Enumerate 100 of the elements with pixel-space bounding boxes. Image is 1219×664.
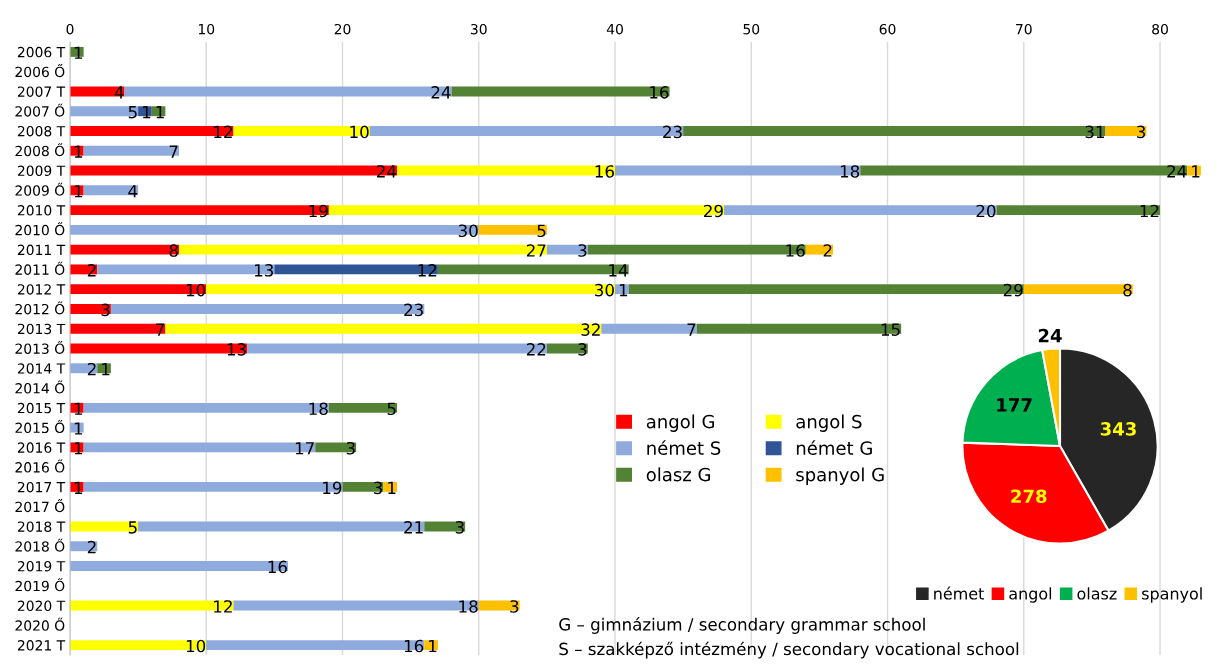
annotation: G – gimnázium / secondary grammar school	[559, 617, 925, 634]
data-label: 1	[156, 106, 164, 119]
data-label: 21	[404, 521, 423, 534]
bar	[587, 244, 806, 255]
x-tick-label: 20	[334, 23, 351, 35]
data-label: 29	[704, 204, 723, 218]
bar	[274, 264, 438, 275]
data-label: 17	[295, 442, 314, 455]
bar	[805, 244, 834, 255]
bar	[70, 284, 207, 295]
data-label: 177	[997, 398, 1032, 412]
data-label: 1	[142, 106, 151, 119]
bar	[83, 145, 179, 156]
data-label: 3	[510, 600, 519, 613]
legend-label: német S	[647, 440, 721, 455]
data-label: 10	[186, 639, 206, 653]
legend-label: spanyol	[1142, 587, 1202, 603]
y-tick-label: 2013 T	[17, 323, 66, 335]
data-label: 16	[404, 639, 424, 653]
legend-label: német G	[796, 440, 872, 455]
bar	[70, 205, 329, 216]
data-label: 23	[404, 303, 423, 317]
bar	[138, 521, 425, 532]
y-tick-label: 2009 Ő	[15, 182, 65, 196]
data-label: 3	[578, 343, 587, 356]
y-tick-label: 2020 T	[17, 600, 66, 612]
data-label: 19	[323, 481, 342, 495]
data-label: 1	[388, 481, 396, 494]
bar	[165, 323, 602, 334]
x-tick-label: 40	[606, 23, 623, 35]
data-label: 5	[387, 402, 396, 416]
bar	[1023, 284, 1133, 295]
y-tick-label: 2012 T	[17, 284, 66, 295]
y-tick-label: 2014 Ő	[15, 380, 65, 394]
x-tick-label: 80	[1152, 23, 1168, 35]
x-tick-label: 30	[470, 23, 487, 35]
bar	[70, 600, 234, 611]
data-label: 16	[268, 560, 287, 574]
bar	[70, 86, 125, 97]
bar	[996, 205, 1161, 216]
y-tick-label: 2013 Ő	[15, 340, 65, 354]
data-label: 1	[74, 442, 83, 455]
data-label: 5	[128, 106, 137, 119]
data-label: 24	[377, 165, 397, 178]
bar	[70, 106, 139, 117]
y-tick-label: 2014 T	[17, 363, 66, 374]
legend-label: olasz	[1077, 587, 1117, 600]
y-tick-label: 2021 T	[17, 640, 66, 651]
data-label: 3	[101, 303, 110, 317]
data-label: 18	[309, 402, 328, 416]
data-label: 2	[87, 540, 96, 554]
data-label: 10	[186, 283, 206, 297]
annotation: S – szakképző intézmény / secondary vocational school	[559, 641, 1019, 659]
x-tick-label: 50	[743, 23, 760, 35]
y-tick-label: 2009 T	[17, 165, 66, 177]
bar	[70, 244, 179, 255]
data-label: 16	[595, 165, 614, 178]
data-label: 7	[169, 145, 178, 158]
data-label: 24	[1038, 328, 1062, 343]
y-tick-label: 2015 Ő	[15, 420, 65, 434]
bar	[124, 86, 452, 97]
data-label: 16	[650, 86, 669, 99]
y-tick-label: 2011 Ő	[15, 261, 65, 275]
data-label: 10	[350, 125, 369, 139]
y-tick-label: 2016 T	[17, 442, 66, 453]
y-tick-label: 2007 Ő	[15, 103, 65, 117]
y-tick-label: 2006 Ő	[15, 64, 65, 78]
data-label: 3	[374, 481, 383, 495]
data-label: 5	[128, 521, 137, 534]
data-label: 1	[74, 422, 83, 435]
bar	[328, 402, 398, 413]
bar	[628, 284, 1024, 295]
y-tick-label: 2008 Ő	[15, 143, 65, 157]
data-label: 3	[1137, 125, 1146, 139]
bar	[724, 205, 997, 216]
data-label: 1	[74, 185, 83, 198]
bar	[83, 402, 329, 413]
data-label: 2	[87, 362, 96, 376]
bar	[451, 86, 670, 97]
y-tick-label: 2020 Ő	[15, 617, 65, 631]
data-label: 16	[786, 244, 805, 257]
data-label: 278	[1011, 489, 1047, 504]
data-label: 7	[156, 323, 164, 336]
data-label: 13	[227, 343, 246, 356]
bar	[70, 323, 166, 334]
y-tick-label: 2007 T	[17, 86, 66, 97]
data-label: 24	[431, 86, 451, 99]
data-label: 1	[74, 402, 83, 415]
data-label: 22	[526, 343, 546, 356]
data-label: 30	[458, 224, 478, 238]
x-tick-label: 60	[879, 23, 896, 35]
x-tick-label: 10	[198, 23, 215, 35]
bar	[478, 224, 547, 235]
data-label: 3	[455, 521, 464, 534]
data-label: 30	[595, 283, 614, 297]
data-label: 31	[1085, 125, 1104, 139]
bar	[328, 205, 725, 216]
x-tick-label: 0	[66, 23, 74, 35]
data-label: 20	[976, 204, 996, 218]
x-tick-label: 70	[1016, 23, 1032, 35]
